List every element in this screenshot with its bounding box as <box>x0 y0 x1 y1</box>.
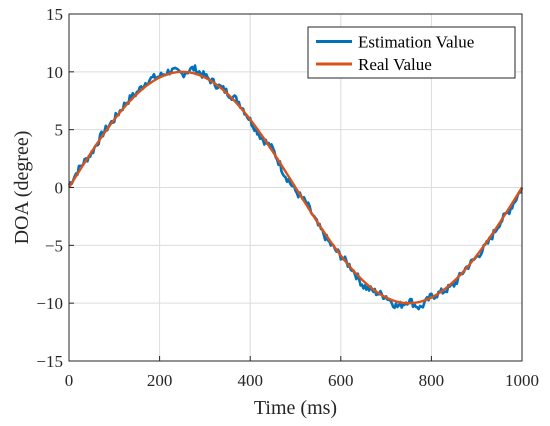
y-tick-label: 0 <box>55 179 64 198</box>
y-tick-label: 10 <box>46 63 63 82</box>
y-tick-label: −15 <box>36 352 63 371</box>
y-axis-label: DOA (degree) <box>11 131 33 245</box>
series-layer <box>67 64 524 311</box>
x-tick-label: 800 <box>419 371 445 390</box>
x-tick-label: 0 <box>65 371 74 390</box>
legend-box <box>307 26 516 79</box>
y-tick-label: −5 <box>45 236 63 255</box>
y-tick-label: 15 <box>46 5 63 24</box>
y-tick-label: −10 <box>36 294 63 313</box>
legend-label-estimation: Estimation Value <box>358 33 474 52</box>
legend: Estimation Value Real Value <box>307 26 516 79</box>
series-estimation-line <box>67 64 524 311</box>
series-real-line <box>67 70 524 305</box>
x-axis-label: Time (ms) <box>254 397 337 419</box>
x-tick-label: 400 <box>237 371 263 390</box>
legend-label-real: Real Value <box>358 55 432 74</box>
axis-ticks: 0 200 400 600 800 1000 −15 −10 −5 0 5 10 15 <box>36 5 539 390</box>
x-tick-label: 600 <box>328 371 354 390</box>
y-tick-label: 5 <box>55 121 64 140</box>
x-tick-label: 1000 <box>505 371 539 390</box>
x-tick-label: 200 <box>147 371 173 390</box>
